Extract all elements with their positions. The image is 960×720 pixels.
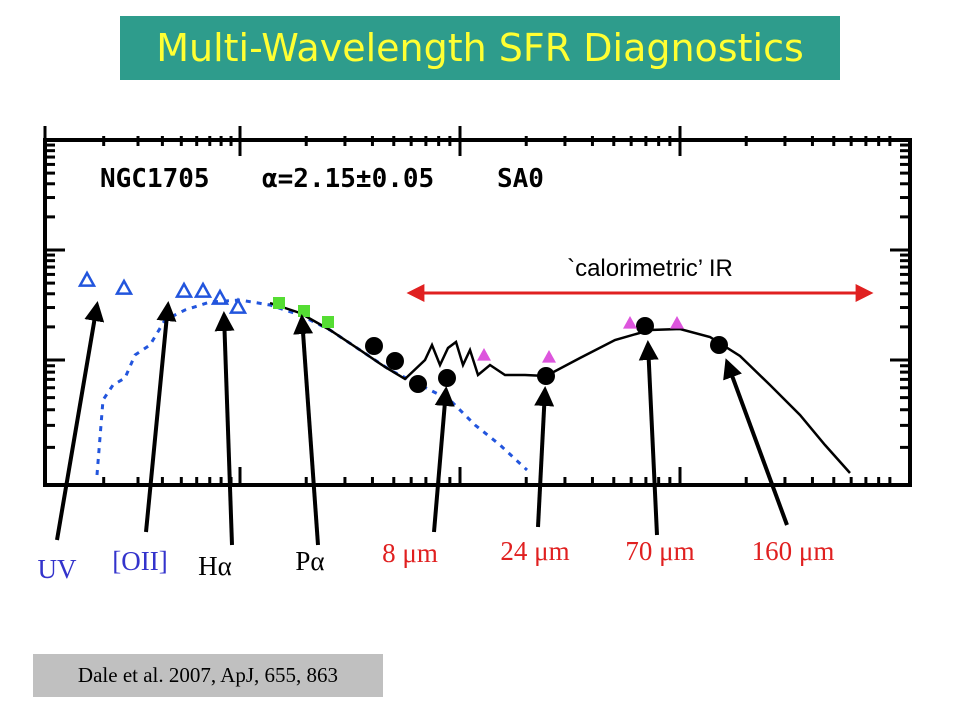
pointer-arrow-uv [55,301,105,541]
ir-circle-point [386,352,404,370]
panel-galaxy-label: NGC1705 [100,164,210,194]
plot-border [43,138,912,487]
band-label-uv: UV [38,554,77,584]
slide-title: Multi-Wavelength SFR Diagnostics [156,26,804,70]
model-triangle-point [670,316,684,329]
pointer-arrow-oii [144,301,177,533]
nir-square-point [298,305,310,317]
uv-triangle-point [193,281,213,298]
band-label-pa: Pα [295,546,324,576]
band-label-m8: 8 μm [382,538,438,568]
model-triangle-point [477,348,491,361]
plot-frame [43,138,912,487]
band-label-ha: Hα [198,551,232,581]
ir-circle-point [636,317,654,335]
uv-triangle-point [77,270,97,287]
pointer-arrow-m70 [638,340,659,536]
model-triangle-point [623,316,637,329]
calorimetric-label: `calorimetric’ IR [567,255,733,282]
pointer-arrow-m160 [723,358,789,526]
tick-marks [43,126,910,487]
pointer-arrow-ha [214,311,235,546]
nir-square-point [273,297,285,309]
panel-morph-label: SA0 [497,164,544,194]
citation-text: Dale et al. 2007, ApJ, 655, 863 [77,663,339,687]
uv-triangle-point [210,288,230,305]
band-labels: UV [OII] Hα Pα 8 μm 24 μm 70 μm 160 μm [38,536,835,584]
band-pointer-arrows [55,301,789,546]
panel-alpha-label: α=2.15±0.05 [262,164,434,194]
nir-square-point [322,316,334,328]
model-triangle-point [542,350,556,363]
ir-circle-point [537,367,555,385]
dust-model-curve [269,301,851,474]
citation-box: Dale et al. 2007, ApJ, 655, 863 [33,654,383,697]
ir-circle-point [365,337,383,355]
ir-circle-point [710,336,728,354]
band-label-m24: 24 μm [500,536,569,566]
pointer-arrow-pa [293,314,320,546]
sed-points [77,270,728,393]
ir-circle-point [438,369,456,387]
uv-triangle-point [174,281,194,298]
band-label-m160: 160 μm [752,536,835,566]
uv-triangle-point [114,278,134,295]
band-label-m70: 70 μm [625,536,694,566]
uv-triangle-point [228,297,248,314]
pointer-arrow-m24 [534,386,555,528]
pointer-arrow-m8 [432,386,455,533]
band-label-oii: [OII] [112,546,167,576]
ir-circle-point [409,375,427,393]
title-banner: Multi-Wavelength SFR Diagnostics [120,16,840,80]
